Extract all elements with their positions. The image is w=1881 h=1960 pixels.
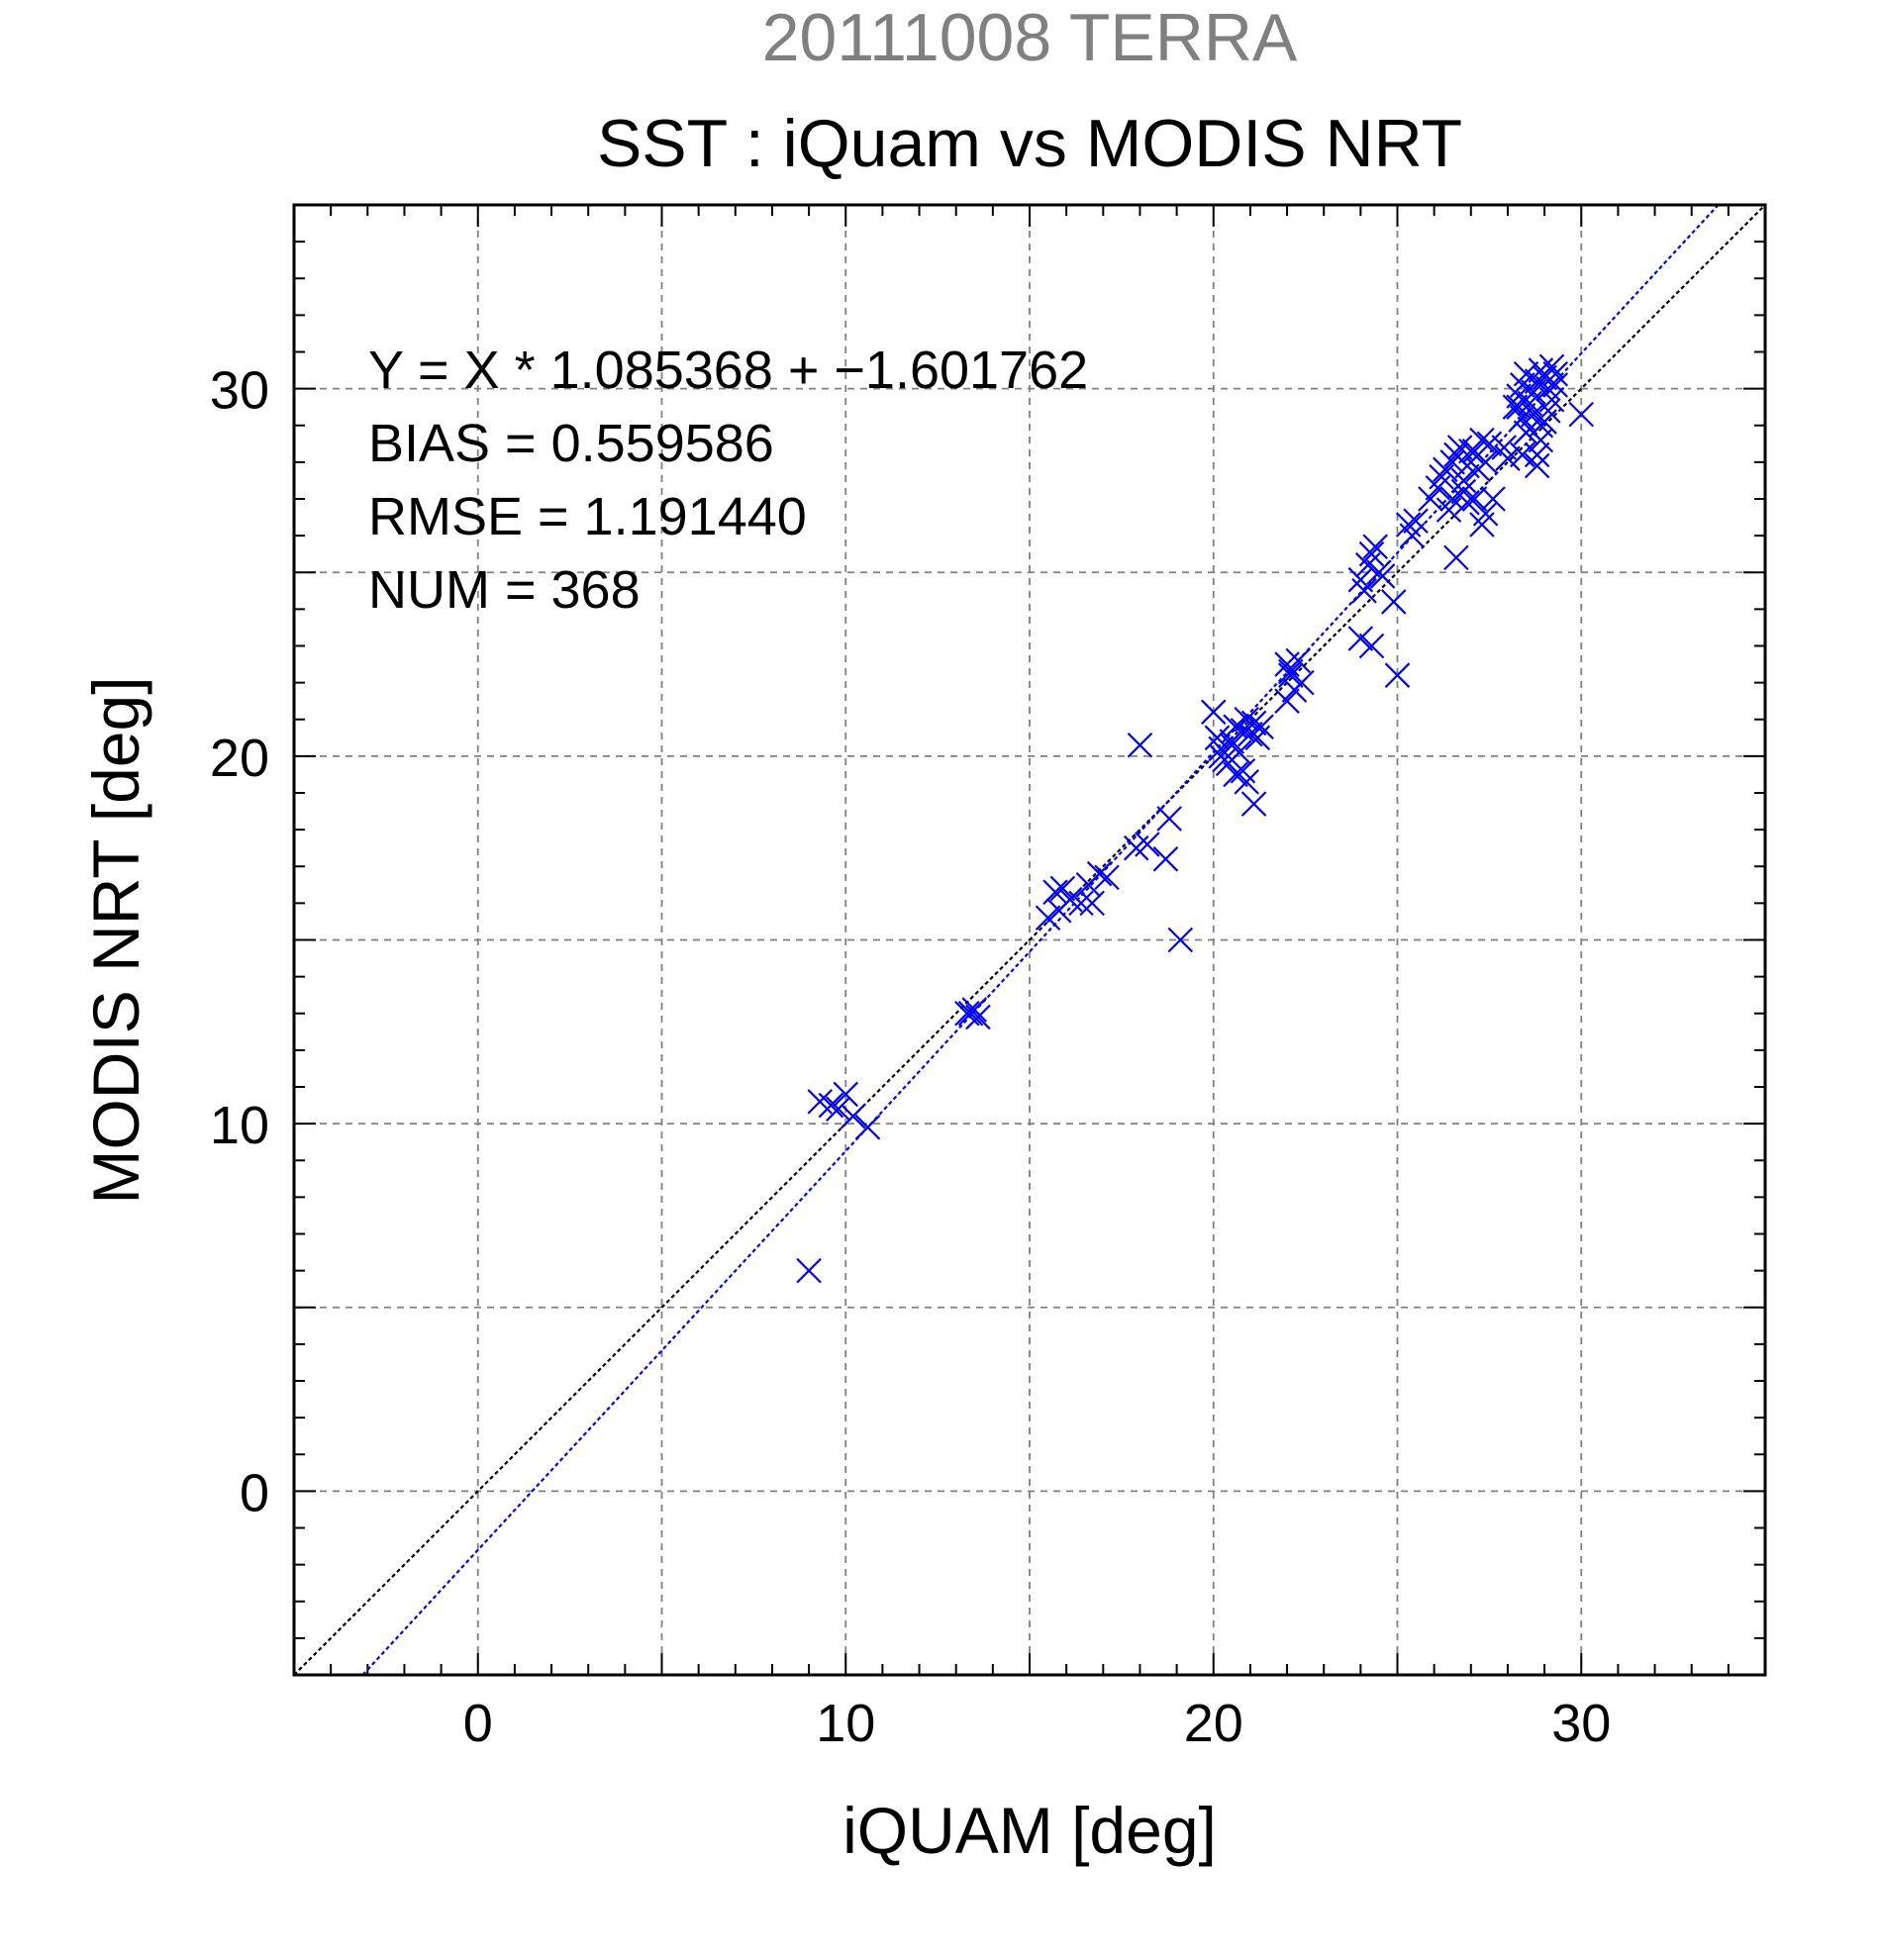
data-point (1491, 435, 1518, 460)
data-point (1439, 486, 1465, 512)
data-point (1524, 441, 1550, 468)
x-axis-label: iQUAM [deg] (842, 1794, 1217, 1867)
data-point (1234, 769, 1259, 795)
data-point (1429, 463, 1454, 490)
y-axis-label: MODIS NRT [deg] (79, 676, 152, 1204)
x-tick-label: 10 (816, 1694, 875, 1753)
data-point (1568, 401, 1595, 428)
scatter-points (796, 353, 1595, 1284)
y-tick-labels: 0 10 20 30 (210, 361, 269, 1523)
data-point (1277, 662, 1304, 688)
regression-equation: Y = X * 1.085368 + −1.601762 (368, 341, 1088, 400)
data-point (1461, 486, 1488, 512)
plot-frame (292, 203, 1767, 1677)
data-point (1369, 563, 1396, 589)
data-point (1384, 662, 1411, 688)
data-point (1127, 732, 1153, 758)
data-point (1086, 860, 1113, 887)
x-tick-label: 30 (1551, 1694, 1611, 1753)
num-value: NUM = 368 (368, 560, 641, 620)
data-point (1403, 508, 1429, 535)
data-point (796, 1257, 822, 1284)
data-point (1200, 699, 1227, 726)
x-tick-label: 20 (1184, 1694, 1243, 1753)
data-point (1480, 486, 1506, 512)
x-tick-label: 0 (463, 1694, 493, 1753)
data-point (1274, 688, 1300, 714)
data-point (1035, 905, 1061, 931)
data-point (1542, 360, 1569, 387)
data-point (1248, 714, 1274, 739)
data-point (1399, 523, 1426, 548)
y-tick-label: 20 (210, 729, 269, 788)
data-point (1351, 578, 1377, 604)
identity-line (293, 204, 1766, 1676)
stats-annotation: Y = X * 1.085368 + −1.601762 BIAS = 0.55… (368, 341, 1088, 620)
data-point (840, 1103, 866, 1129)
data-point (854, 1115, 881, 1140)
data-point (1094, 864, 1120, 891)
data-point (1068, 890, 1094, 917)
data-point (1506, 394, 1532, 420)
data-point (1079, 890, 1105, 917)
data-point (1135, 832, 1160, 857)
data-point (1152, 846, 1179, 872)
data-point (1469, 512, 1495, 538)
data-point (1285, 647, 1311, 674)
data-point (818, 1092, 844, 1119)
data-point (1454, 489, 1480, 516)
data-point (1223, 761, 1248, 788)
data-point (957, 1000, 984, 1027)
data-point (1219, 729, 1245, 754)
data-point (1234, 706, 1259, 733)
data-point (1156, 806, 1182, 832)
data-point (826, 1096, 851, 1123)
data-point (1358, 633, 1385, 659)
data-point (1289, 669, 1315, 696)
data-point (1510, 441, 1535, 468)
data-point (1443, 544, 1469, 571)
data-point (965, 1004, 991, 1030)
x-tick-labels: 0 10 20 30 (463, 1694, 1612, 1753)
data-point (1223, 714, 1248, 739)
data-point (1476, 431, 1503, 457)
y-tick-label: 10 (210, 1096, 269, 1155)
chart-subtitle: SST : iQuam vs MODIS NRT (597, 106, 1462, 181)
data-point (1049, 875, 1076, 902)
data-point (1381, 589, 1407, 615)
rmse-value: RMSE = 1.191440 (368, 487, 807, 546)
y-tick-label: 30 (210, 361, 269, 421)
bias-value: BIAS = 0.559586 (368, 414, 774, 473)
data-point (1208, 735, 1234, 762)
data-point (833, 1081, 859, 1108)
data-point (1469, 427, 1495, 453)
data-point (1450, 467, 1477, 494)
chart-title: 20111008 TERRA (762, 0, 1298, 75)
data-point (1461, 438, 1488, 464)
data-point (1358, 540, 1385, 567)
y-tick-label: 0 (240, 1463, 269, 1522)
data-point (1418, 486, 1443, 512)
data-point (1524, 452, 1550, 479)
data-point (1528, 427, 1554, 453)
data-point (1362, 534, 1388, 560)
data-point (1542, 372, 1569, 398)
data-point (1347, 626, 1374, 651)
data-point (1240, 791, 1267, 817)
data-point (1439, 449, 1465, 475)
data-point (1167, 927, 1194, 953)
